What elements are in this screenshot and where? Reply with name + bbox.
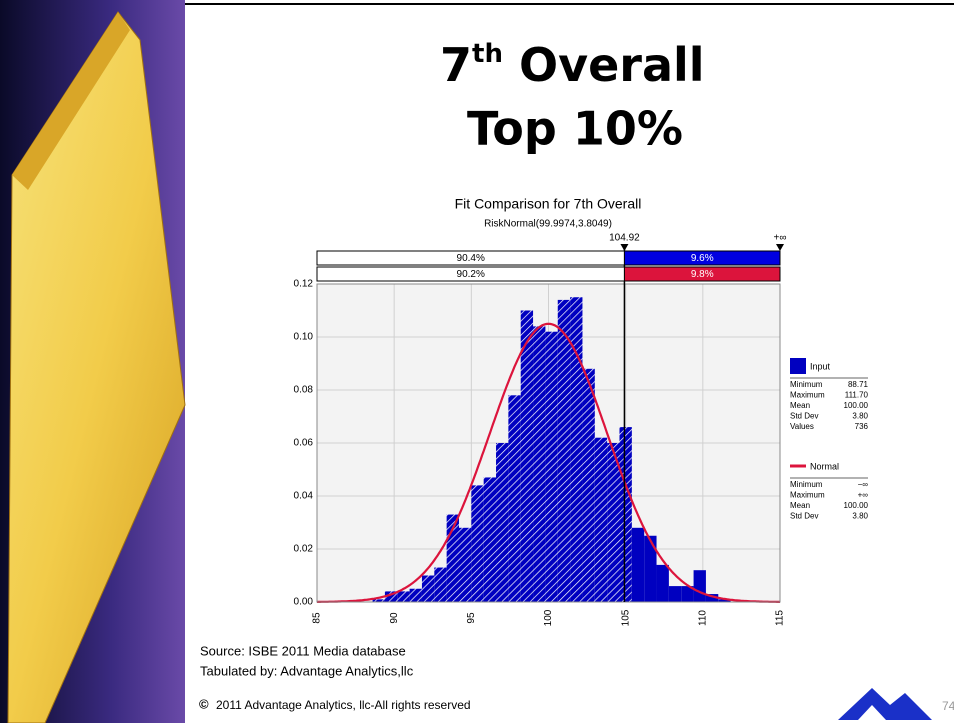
legend-stat-name: Maximum [790, 391, 825, 400]
bar [397, 591, 410, 602]
tabulated: Tabulated by: Advantage Analytics,llc [200, 663, 414, 678]
legend-stat-value: 736 [855, 422, 869, 431]
title: 7th Overall [440, 38, 705, 92]
y-tick-label: 0.10 [294, 332, 314, 343]
bar [656, 564, 669, 602]
bar [458, 527, 472, 602]
legend-stat-value: 100.00 [844, 501, 869, 510]
x-tick-label: 100 [543, 609, 554, 626]
y-tick-label: 0.12 [294, 279, 314, 290]
legend-stat-name: Minimum [790, 380, 823, 389]
logo-cut [858, 705, 886, 720]
legend-stat-name: Mean [790, 501, 810, 510]
legend-label: Normal [810, 461, 839, 471]
source: Source: ISBE 2011 Media database [200, 643, 406, 658]
bar [631, 527, 645, 602]
legend-stat-name: Std Dev [790, 412, 818, 421]
bar [409, 588, 422, 602]
band-right [623, 250, 781, 266]
bar [496, 443, 509, 602]
bar [545, 331, 558, 602]
delimiter-marker [620, 244, 629, 251]
x-tick-label: 110 [697, 610, 708, 626]
bar [570, 297, 583, 602]
band-right-label: 9.8% [691, 269, 714, 280]
bar [372, 599, 385, 602]
copyright: 2011 Advantage Analytics, llc-All rights… [216, 698, 471, 712]
legend-stat-value: +∞ [858, 491, 869, 500]
band-left-label: 90.4% [457, 253, 485, 264]
bar [582, 368, 595, 602]
logo [838, 688, 932, 720]
title-line2: Top 10% [467, 102, 683, 156]
band-right-label: 9.6% [691, 253, 714, 264]
legend-stat-name: Mean [790, 401, 810, 410]
bar [471, 485, 484, 602]
normal-curve [317, 322, 780, 603]
bar [483, 477, 497, 602]
x-tick-label: 85 [312, 612, 323, 624]
legend-stat-value: 3.80 [852, 412, 868, 421]
bar [508, 395, 521, 602]
x-tick-label: 115 [775, 610, 786, 626]
bar [434, 567, 447, 602]
bar [681, 586, 694, 602]
delimiter-marker [776, 244, 784, 251]
bar [421, 575, 435, 602]
delimiter-label: 104.92 [609, 233, 640, 244]
y-tick-label: 0.08 [294, 385, 314, 396]
bar [384, 591, 398, 602]
bar [520, 310, 534, 602]
bar [607, 443, 620, 602]
page-number: 74 [942, 699, 954, 713]
upper-label: +∞ [774, 233, 787, 244]
legend-stat-value: 111.70 [845, 391, 869, 400]
x-tick-label: 105 [620, 609, 631, 626]
bar [693, 570, 706, 602]
legend-label: Input [810, 361, 831, 371]
y-tick-label: 0.00 [294, 597, 314, 608]
band-left-label: 90.2% [457, 269, 485, 280]
chart-title: Fit Comparison for 7th Overall [455, 196, 642, 212]
y-tick-label: 0.02 [294, 544, 314, 555]
legend-stat-value: 3.80 [852, 512, 868, 521]
legend-stat-name: Minimum [790, 480, 823, 489]
band-right [623, 266, 781, 282]
legend-stat-value: 88.71 [848, 380, 869, 389]
legend-stat-name: Values [790, 422, 814, 431]
y-tick-label: 0.04 [294, 491, 314, 502]
x-tick-label: 90 [389, 612, 400, 624]
legend-stat-value: 100.00 [844, 401, 869, 410]
pad-fold [12, 12, 130, 190]
x-tick-label: 95 [466, 612, 477, 624]
legend-stat-name: Std Dev [790, 512, 818, 521]
bar [644, 535, 657, 602]
bar [668, 586, 682, 602]
plot-border [316, 283, 781, 603]
bar [705, 594, 719, 602]
bar [718, 599, 731, 602]
bar [619, 427, 632, 602]
y-tick-label: 0.06 [294, 438, 314, 449]
chart-subtitle: RiskNormal(99.9974,3.8049) [484, 219, 612, 230]
bar [594, 437, 608, 602]
legend-stat-name: Maximum [790, 491, 825, 500]
copyright-symbol: © [199, 696, 209, 711]
legend-swatch [790, 358, 806, 374]
bar [533, 326, 546, 602]
legend-stat-value: −∞ [858, 480, 869, 489]
bar [557, 299, 571, 602]
